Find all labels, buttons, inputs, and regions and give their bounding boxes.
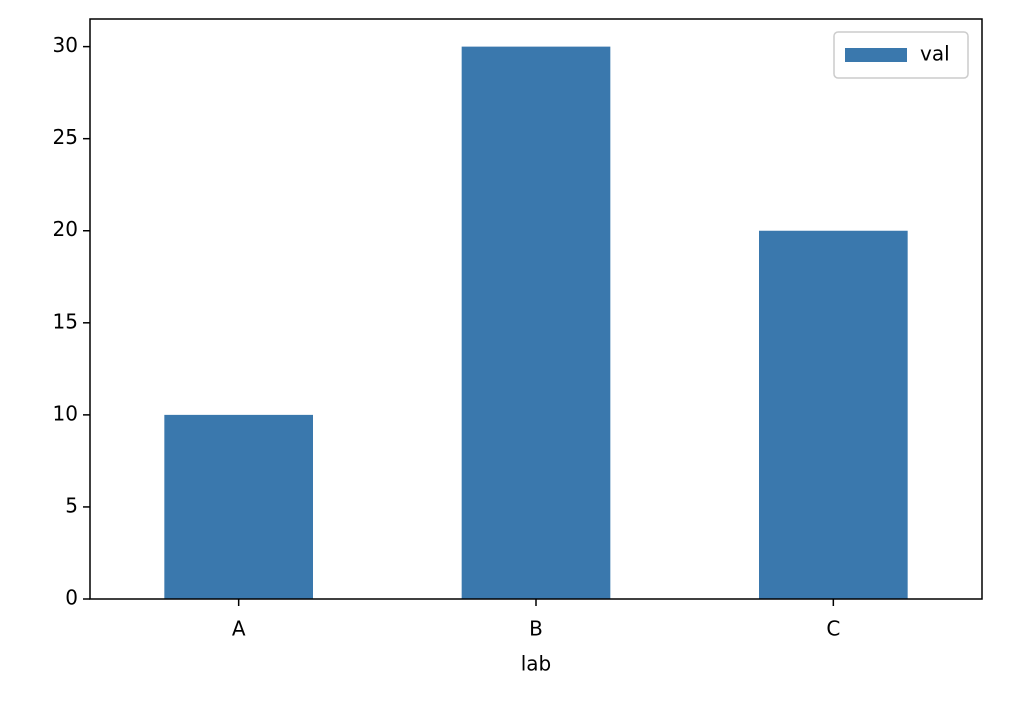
bar (759, 230, 908, 599)
y-tick-label: 0 (65, 586, 78, 610)
y-tick-label: 30 (53, 33, 78, 57)
legend-label: val (920, 42, 950, 66)
y-tick-label: 5 (65, 493, 78, 517)
legend-swatch (845, 48, 907, 62)
x-tick-label: C (826, 617, 840, 641)
x-tick-label: A (232, 617, 246, 641)
y-tick-label: 15 (53, 309, 78, 333)
y-tick-label: 25 (53, 125, 78, 149)
x-axis-label: lab (521, 652, 552, 676)
x-tick-label: B (529, 617, 543, 641)
bar (164, 414, 313, 599)
y-tick-label: 10 (53, 401, 78, 425)
bar (461, 46, 611, 600)
plot-frame (89, 18, 983, 600)
y-tick-label: 20 (53, 217, 78, 241)
